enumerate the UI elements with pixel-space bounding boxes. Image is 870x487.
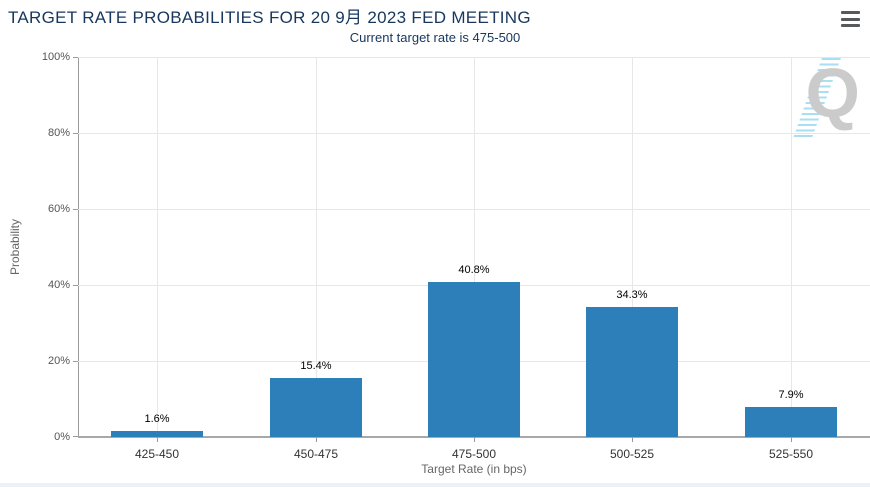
bar[interactable]: [428, 282, 520, 437]
bar-value-label: 1.6%: [144, 413, 170, 425]
y-tick-label: 40%: [47, 279, 70, 291]
y-tick-label: 100%: [41, 51, 70, 63]
x-category-label: 500-525: [609, 447, 655, 461]
x-category-label: 425-450: [134, 447, 180, 461]
x-category-label: 525-550: [768, 447, 814, 461]
y-axis-tick: [73, 361, 78, 362]
bar[interactable]: [745, 407, 837, 437]
y-axis-title: Probability: [8, 218, 22, 276]
x-axis-tick: [316, 437, 317, 442]
bar-value-label: 34.3%: [616, 289, 648, 301]
y-axis-tick: [73, 57, 78, 58]
bar-value-label: 15.4%: [300, 360, 332, 372]
x-gridline: [474, 57, 475, 437]
y-tick-label: 20%: [47, 355, 70, 367]
y-axis-tick: [73, 285, 78, 286]
x-gridline: [316, 57, 317, 437]
x-axis-tick: [791, 437, 792, 442]
bar-value-label: 7.9%: [778, 389, 804, 401]
x-gridline: [791, 57, 792, 437]
y-axis-tick: [73, 209, 78, 210]
y-axis-line: [78, 57, 79, 437]
x-axis-tick: [632, 437, 633, 442]
x-gridline: [632, 57, 633, 437]
hamburger-bar: [841, 24, 860, 27]
y-tick-label: 60%: [47, 203, 70, 215]
y-axis-tick: [73, 436, 78, 437]
x-axis-title: Target Rate (in bps): [421, 462, 527, 476]
plot-area: 1.6% 15.4% 40.8% 34.3% 7.9%: [78, 57, 870, 437]
bar[interactable]: [111, 431, 203, 437]
x-category-label: 450-475: [293, 447, 339, 461]
y-tick-label: 80%: [47, 127, 70, 139]
y-tick-label: 0%: [54, 431, 70, 443]
hamburger-bar: [841, 17, 860, 21]
x-category-label: 475-500: [451, 447, 497, 461]
bar[interactable]: [586, 307, 678, 437]
bar-value-label: 40.8%: [458, 264, 490, 276]
x-axis-tick: [474, 437, 475, 442]
chart-subtitle: Current target rate is 475-500: [349, 30, 521, 45]
x-gridline: [157, 57, 158, 437]
hamburger-bar: [841, 11, 860, 14]
chart-title: TARGET RATE PROBABILITIES FOR 20 9月 2023…: [8, 8, 531, 27]
bar[interactable]: [270, 378, 362, 437]
y-axis-tick: [73, 133, 78, 134]
x-axis-tick: [157, 437, 158, 442]
hamburger-menu-icon[interactable]: [841, 11, 860, 27]
bottom-edge-divider: [0, 483, 870, 487]
